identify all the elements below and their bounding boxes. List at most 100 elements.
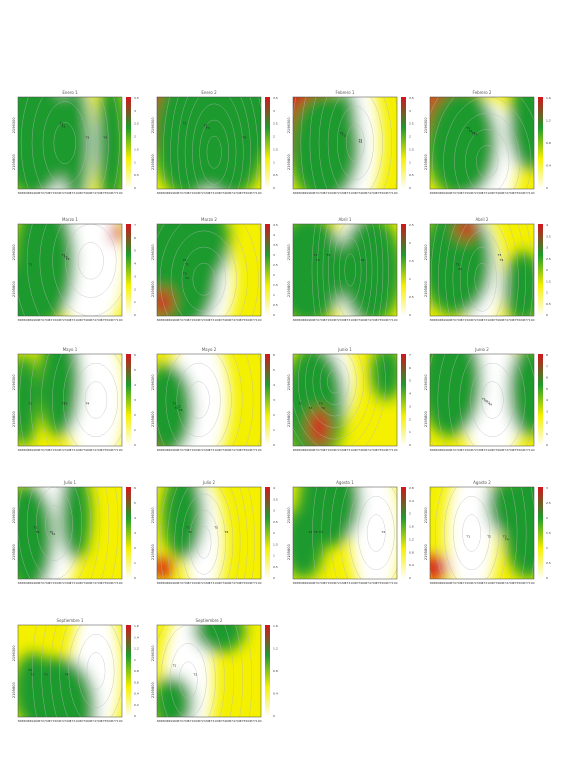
heatmap-surface — [157, 224, 261, 316]
colorbar-tick-label: 4 — [273, 383, 275, 387]
contour-line — [157, 354, 243, 446]
colorbar-tick-label: 0 — [409, 576, 411, 580]
contour-line — [311, 224, 389, 316]
x-tick-label: 369900 — [28, 318, 40, 322]
panel-title: Julio 1 — [63, 480, 77, 485]
x-tick-label: 373900 — [80, 719, 92, 723]
colorbar-tick-label: 0 — [546, 576, 548, 580]
sample-point-label: T2 — [483, 399, 488, 403]
colorbar-tick-label: 1 — [409, 277, 411, 281]
x-tick-label: 372300 — [471, 448, 483, 452]
x-tick-label: 369900 — [440, 191, 452, 195]
contour-line — [26, 224, 41, 316]
contour-line — [462, 514, 481, 552]
colorbar-tick-label: 2.5 — [546, 501, 551, 505]
mid-value-region — [18, 97, 70, 189]
panel-title: Abril 1 — [339, 217, 352, 222]
mid-value-region — [157, 675, 194, 717]
x-tick-label: 373100 — [344, 318, 356, 322]
colorbar-tick-label: 1.6 — [134, 624, 139, 628]
colorbar-tick-label: 0.6 — [134, 680, 139, 684]
x-tick-label: 377100 — [523, 448, 535, 452]
high-value-region — [157, 288, 173, 316]
colorbar-tick-label: 2.8 — [409, 486, 414, 490]
sample-point-label: T3 — [85, 135, 90, 139]
sample-point-label: T1 — [185, 525, 190, 529]
panel-title: Enero 1 — [62, 90, 78, 95]
contour-line — [26, 487, 82, 579]
contour-line — [101, 487, 110, 579]
colorbar-tick-label: 0.5 — [409, 173, 414, 177]
contour-line — [319, 358, 350, 405]
x-tick-label: 372300 — [334, 191, 346, 195]
sample-point-label: T1 — [339, 131, 344, 135]
mid-value-region — [188, 224, 230, 280]
x-tick-label: 377100 — [111, 191, 123, 195]
colorbar — [538, 224, 543, 316]
colorbar-tick-label: 1.6 — [273, 624, 278, 628]
x-tick-label: 371500 — [49, 318, 61, 322]
colorbar — [126, 224, 131, 316]
x-tick-label: 375500 — [513, 191, 525, 195]
contour-line — [443, 97, 532, 189]
colorbar-tick-label: 1.6 — [546, 96, 551, 100]
contour-line — [113, 97, 120, 189]
x-tick-label: 377100 — [250, 448, 262, 452]
colorbar-tick-label: 3 — [134, 109, 136, 113]
sample-point-label: T2 — [315, 258, 320, 262]
x-tick-label: 371500 — [324, 448, 336, 452]
sample-point-label: T4 — [499, 258, 504, 262]
colorbar — [401, 224, 406, 316]
heatmap-surface — [293, 487, 397, 579]
colorbar-tick-label: 0.2 — [134, 703, 139, 707]
colorbar-tick-label: 5 — [273, 368, 275, 372]
y-tick-label: 2196300 — [12, 507, 16, 524]
high-value-region — [456, 224, 477, 240]
sample-point-label: T3 — [213, 525, 218, 529]
x-tick-label: 369900 — [167, 448, 179, 452]
contour-line — [178, 661, 198, 699]
x-tick-label: 371500 — [461, 318, 473, 322]
x-tick-label: 371500 — [188, 191, 200, 195]
x-tick-label: 372300 — [198, 191, 210, 195]
plot-frame — [156, 486, 262, 580]
x-tick-label: 369900 — [440, 318, 452, 322]
sample-point-label: T2 — [187, 530, 192, 534]
colorbar-tick-label: 7 — [546, 364, 548, 368]
contour-line — [312, 354, 357, 417]
colorbar-tick-label: 1 — [134, 428, 136, 432]
mid-value-region — [18, 224, 76, 316]
x-tick-label: 372300 — [198, 719, 210, 723]
x-tick-label: 373900 — [219, 448, 231, 452]
contour-line — [430, 487, 518, 579]
x-tick-label: 369900 — [167, 719, 179, 723]
contour-line — [181, 246, 226, 312]
colorbar-tick-label: 0.5 — [134, 173, 139, 177]
x-tick-label: 371500 — [188, 448, 200, 452]
x-tick-label: 368800 — [17, 448, 29, 452]
colorbar-tick-label: 0.8 — [409, 550, 414, 554]
mid-value-region — [332, 97, 358, 162]
sample-point-label: T1 — [465, 126, 470, 130]
sample-point-label: T2 — [184, 262, 189, 266]
contour-line — [444, 487, 500, 579]
contour-line — [459, 230, 505, 316]
x-tick-label: 374700 — [90, 191, 102, 195]
y-tick-label: 2195800 — [151, 410, 155, 427]
y-tick-label: 2196300 — [151, 244, 155, 261]
colorbar — [265, 224, 270, 316]
contour-line — [170, 230, 237, 316]
x-tick-label: 373100 — [208, 448, 220, 452]
x-tick-label: 373100 — [69, 448, 81, 452]
colorbar-tick-label: 1.2 — [273, 647, 278, 651]
x-tick-label: 377100 — [386, 581, 398, 585]
colorbar-tick-label: 4.5 — [273, 223, 278, 227]
heatmap-surface — [293, 354, 397, 446]
contour-line — [199, 119, 229, 185]
mid-value-region — [339, 224, 397, 316]
